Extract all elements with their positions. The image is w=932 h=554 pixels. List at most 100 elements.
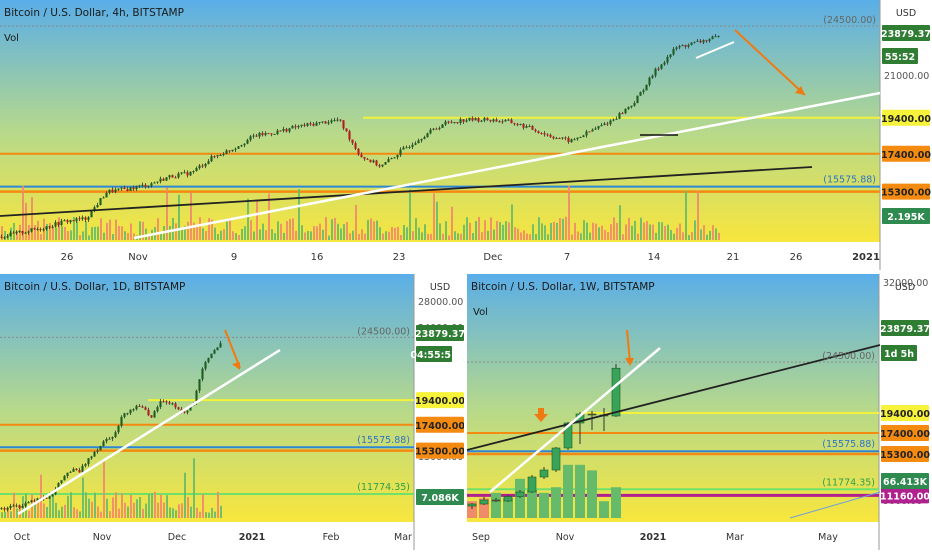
candle-body — [396, 155, 399, 158]
volume-bar — [361, 229, 363, 240]
candle-body — [102, 441, 105, 447]
axis-label-price: 23879.37 — [880, 324, 930, 335]
candle-body — [141, 406, 144, 408]
axis-label-magenta-bg — [881, 487, 929, 504]
volume-bar — [619, 205, 621, 240]
volume-bar — [415, 218, 417, 240]
candle-body — [228, 150, 231, 152]
candle-body — [258, 132, 261, 137]
axis-label-price-bg — [416, 325, 464, 341]
price-axis-area — [880, 0, 932, 270]
candle-body — [102, 197, 105, 199]
candle-body — [6, 236, 9, 238]
volume-bar — [394, 227, 396, 240]
volume-bar — [340, 228, 342, 240]
axis-label-price: 23879.37 — [415, 329, 465, 340]
volume-bar — [109, 511, 111, 518]
volume-bar — [700, 229, 702, 240]
volume-bar — [85, 221, 87, 240]
volume-bar — [289, 218, 291, 240]
candle-body — [663, 62, 666, 65]
volume-bar — [34, 225, 36, 240]
candles — [0, 33, 720, 240]
candle-body — [687, 45, 690, 47]
volume-bar — [643, 222, 645, 240]
volume-bar — [575, 464, 585, 518]
candle-body — [539, 469, 549, 478]
candle-body — [543, 133, 546, 135]
candle-body — [459, 119, 462, 124]
candle-body — [168, 175, 171, 178]
candle-body — [33, 500, 36, 502]
volume-bar — [673, 233, 675, 240]
volume-bar — [511, 204, 513, 240]
volume-bar — [599, 501, 609, 518]
axis-label-volume-bg — [881, 473, 929, 489]
candle-body — [189, 171, 192, 176]
volume-bar — [676, 227, 678, 240]
volume-bar — [541, 223, 543, 240]
candle-body — [237, 146, 240, 149]
candle-body — [210, 353, 213, 359]
candle-body — [315, 122, 318, 126]
candle-body — [219, 343, 222, 348]
volume-bar — [478, 216, 480, 240]
axis-label-volume: 2.195K — [887, 212, 925, 223]
axis-label-yellow: 19400.00 — [415, 396, 465, 407]
volume-label: Vol — [473, 307, 488, 318]
volume-bar — [503, 498, 513, 518]
volume-bar — [613, 217, 615, 240]
volume-bar — [667, 224, 669, 240]
volume-bar — [625, 224, 627, 240]
candle-body — [42, 229, 45, 231]
volume-bar — [611, 487, 621, 518]
plot-background — [0, 274, 414, 522]
volume-bar — [370, 218, 372, 240]
volume-bars — [467, 464, 621, 518]
candle-body — [441, 124, 444, 128]
candle-body — [527, 476, 537, 493]
volume-bar — [181, 228, 183, 240]
volume-bar — [244, 226, 246, 240]
volume-bar — [130, 494, 132, 518]
candles — [467, 364, 621, 509]
volume-bar — [166, 495, 168, 518]
candle-body — [147, 409, 150, 416]
candle-body — [540, 133, 543, 135]
axis-label-orange: 17400.00 — [880, 429, 930, 440]
candle-body — [570, 139, 573, 143]
candle-body — [162, 178, 165, 181]
candle-body — [57, 222, 60, 225]
volume-bar — [520, 232, 522, 240]
volume-bar — [551, 487, 561, 518]
volume-bar — [205, 231, 207, 240]
candle-body — [519, 123, 522, 125]
volume-bar — [391, 226, 393, 240]
volume-bar — [13, 492, 15, 518]
volume-bar — [460, 233, 462, 240]
candle-body — [375, 160, 378, 166]
candle-body — [594, 128, 597, 130]
volume-bar — [28, 510, 30, 518]
candle-body — [153, 411, 156, 418]
candle-body — [18, 505, 21, 508]
volume-bar — [481, 232, 483, 240]
candle-body — [45, 497, 48, 499]
candle-body — [618, 113, 621, 119]
volume-bar — [652, 224, 654, 240]
candle-body — [291, 126, 294, 129]
volume-bar — [199, 217, 201, 240]
volume-bar — [100, 511, 102, 518]
time-tick-label: Nov — [556, 532, 575, 543]
volume-bar — [121, 226, 123, 240]
volume-bar — [271, 229, 273, 240]
candle-body — [165, 177, 168, 181]
candle-body — [78, 218, 81, 220]
candle-body — [435, 128, 438, 130]
candle-body — [21, 506, 24, 508]
volume-bar — [178, 194, 180, 240]
candle-body — [360, 154, 363, 158]
volume-bar — [491, 492, 501, 518]
candle-body — [150, 183, 153, 186]
axis-label-price: 23879.37 — [881, 29, 931, 40]
